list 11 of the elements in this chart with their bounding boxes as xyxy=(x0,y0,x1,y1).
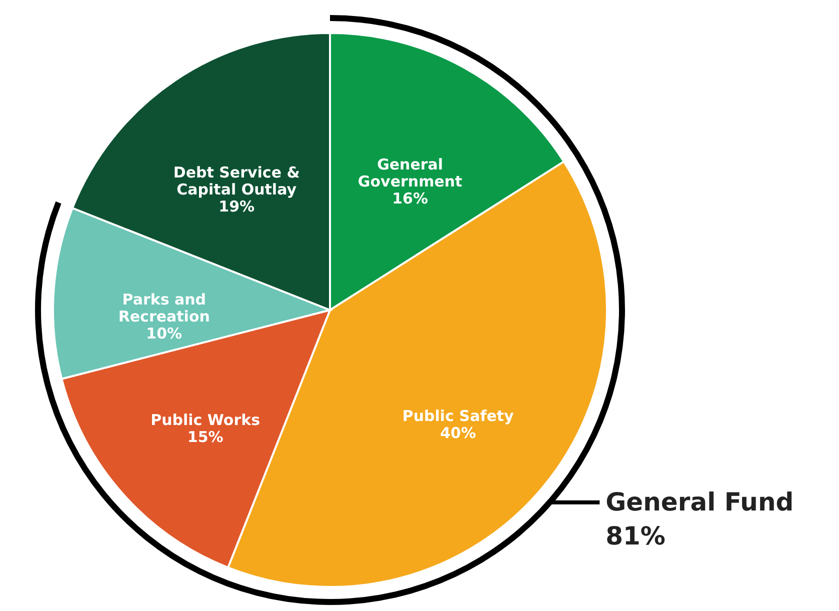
data-label: 19% xyxy=(218,198,255,216)
text: General Fund 81% xyxy=(606,487,794,550)
slice-label: Parks and Recreation xyxy=(118,290,210,326)
data-label: 40% xyxy=(440,424,476,442)
slice-label: Public Safety xyxy=(402,406,514,425)
data-label: 15% xyxy=(187,428,224,446)
data-label: 16% xyxy=(392,189,428,208)
slice-label: General Government xyxy=(358,155,462,190)
slice-label: Debt Service & Capital Outlay xyxy=(173,164,300,199)
data-label: 10% xyxy=(146,324,182,343)
slice-label: Public Works xyxy=(150,410,260,429)
